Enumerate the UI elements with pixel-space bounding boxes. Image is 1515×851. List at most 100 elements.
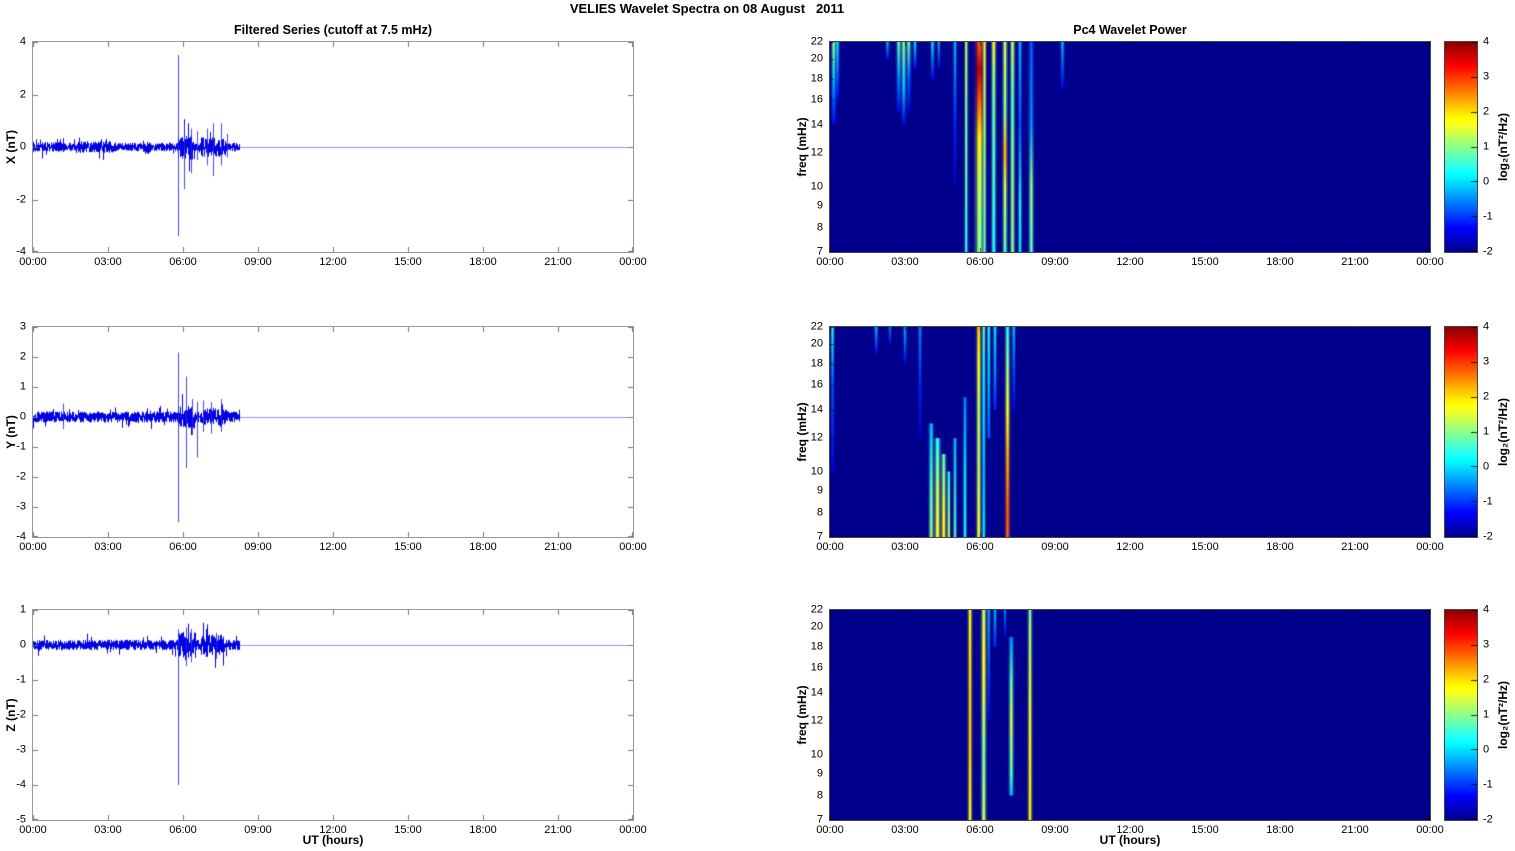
y-timeseries-canvas <box>33 327 633 537</box>
freq-axis-label-3: freq (mHz) <box>795 685 809 745</box>
tick-label: 21:00 <box>1341 256 1369 268</box>
tick-label: 06:00 <box>966 541 994 553</box>
tick-label: 2 <box>1483 105 1490 118</box>
colorbar-x-canvas <box>1445 42 1477 252</box>
tick-label: 12 <box>810 146 823 159</box>
tick-label: 00:00 <box>19 824 47 836</box>
tick-label: 20 <box>810 337 823 350</box>
tick-label: 18:00 <box>1266 256 1294 268</box>
tick-label: 1 <box>1483 140 1490 153</box>
tick-label: 16 <box>810 93 823 106</box>
tick-label: 9 <box>816 767 823 780</box>
tick-label: 09:00 <box>1041 256 1069 268</box>
tick-label: 22 <box>810 35 823 48</box>
x-wavelet-canvas <box>830 42 1430 252</box>
tick-label: 03:00 <box>891 541 919 553</box>
tick-label: 8 <box>816 221 823 233</box>
colorbar-x <box>1444 41 1478 253</box>
colorbar-label-3: log₂(nT²/Hz) <box>1496 681 1510 749</box>
tick-label: 1 <box>1483 708 1490 721</box>
freq-axis-label-1: freq (mHz) <box>795 117 809 177</box>
tick-label: 3 <box>19 320 26 333</box>
right-column-title: Pc4 Wavelet Power <box>1073 23 1187 37</box>
tick-label: 22 <box>810 320 823 333</box>
y-axis-label-y: Y (nT) <box>4 415 18 449</box>
tick-label: 4 <box>1483 320 1490 333</box>
tick-label: 2 <box>1483 673 1490 686</box>
tick-label: 12:00 <box>319 256 347 268</box>
tick-label: 12:00 <box>1116 541 1144 553</box>
tick-label: 00:00 <box>619 541 647 553</box>
tick-label: 15:00 <box>394 541 422 553</box>
tick-label: -1 <box>1483 210 1493 223</box>
tick-label: 06:00 <box>169 824 197 836</box>
panel-x-wavelet <box>829 41 1431 253</box>
tick-label: -1 <box>1483 495 1493 508</box>
tick-label: 10 <box>810 180 823 193</box>
tick-label: -4 <box>16 245 26 258</box>
tick-label: -1 <box>16 673 26 686</box>
panel-x-timeseries <box>32 41 634 253</box>
x-timeseries-canvas <box>33 42 633 252</box>
tick-label: 09:00 <box>1041 541 1069 553</box>
tick-label: 9 <box>816 484 823 497</box>
x-axis-label-left: UT (hours) <box>302 833 364 847</box>
tick-label: 0 <box>1483 175 1490 188</box>
tick-label: 1 <box>1483 425 1490 438</box>
tick-label: 03:00 <box>891 824 919 836</box>
tick-label: 14 <box>810 118 823 131</box>
tick-label: -2 <box>1483 245 1493 258</box>
panel-y-wavelet <box>829 326 1431 538</box>
tick-label: 00:00 <box>816 256 844 268</box>
tick-label: 18:00 <box>469 256 497 268</box>
tick-label: 22 <box>810 603 823 616</box>
colorbar-y-canvas <box>1445 327 1477 537</box>
y-axis-label-x: X (nT) <box>4 130 18 164</box>
tick-label: 00:00 <box>1416 256 1444 268</box>
tick-label: 9 <box>816 199 823 212</box>
tick-label: 7 <box>816 813 823 826</box>
tick-label: 16 <box>810 661 823 674</box>
tick-label: 8 <box>816 506 823 518</box>
tick-label: 12:00 <box>319 541 347 553</box>
colorbar-z-canvas <box>1445 610 1477 820</box>
panel-z-timeseries <box>32 609 634 821</box>
tick-label: -2 <box>1483 530 1493 543</box>
tick-label: 03:00 <box>94 256 122 268</box>
tick-label: 2 <box>1483 390 1490 403</box>
tick-label: 3 <box>1483 638 1490 651</box>
tick-label: 06:00 <box>169 541 197 553</box>
tick-label: 00:00 <box>816 824 844 836</box>
colorbar-y <box>1444 326 1478 538</box>
tick-label: -4 <box>16 778 26 791</box>
tick-label: 09:00 <box>244 824 272 836</box>
tick-label: 0 <box>19 140 26 153</box>
freq-axis-label-2: freq (mHz) <box>795 402 809 462</box>
tick-label: 18:00 <box>1266 541 1294 553</box>
tick-label: 0 <box>1483 743 1490 756</box>
tick-label: 21:00 <box>544 541 572 553</box>
tick-label: 09:00 <box>244 541 272 553</box>
y-wavelet-canvas <box>830 327 1430 537</box>
tick-label: 20 <box>810 620 823 633</box>
tick-label: 2 <box>19 350 26 363</box>
tick-label: 15:00 <box>1191 256 1219 268</box>
tick-label: 15:00 <box>394 256 422 268</box>
tick-label: 03:00 <box>891 256 919 268</box>
tick-label: 18 <box>810 72 823 85</box>
tick-label: 00:00 <box>19 541 47 553</box>
tick-label: 18 <box>810 357 823 370</box>
tick-label: 15:00 <box>394 824 422 836</box>
figure-title: VELIES Wavelet Spectra on 08 August 2011 <box>569 1 845 16</box>
tick-label: 12:00 <box>1116 256 1144 268</box>
tick-label: -3 <box>16 743 26 756</box>
tick-label: 10 <box>810 748 823 761</box>
tick-label: 18:00 <box>469 824 497 836</box>
tick-label: 3 <box>1483 355 1490 368</box>
tick-label: 1 <box>19 380 26 393</box>
tick-label: 21:00 <box>1341 541 1369 553</box>
tick-label: -2 <box>1483 813 1493 826</box>
tick-label: 09:00 <box>1041 824 1069 836</box>
tick-label: 10 <box>810 465 823 478</box>
panel-y-timeseries <box>32 326 634 538</box>
